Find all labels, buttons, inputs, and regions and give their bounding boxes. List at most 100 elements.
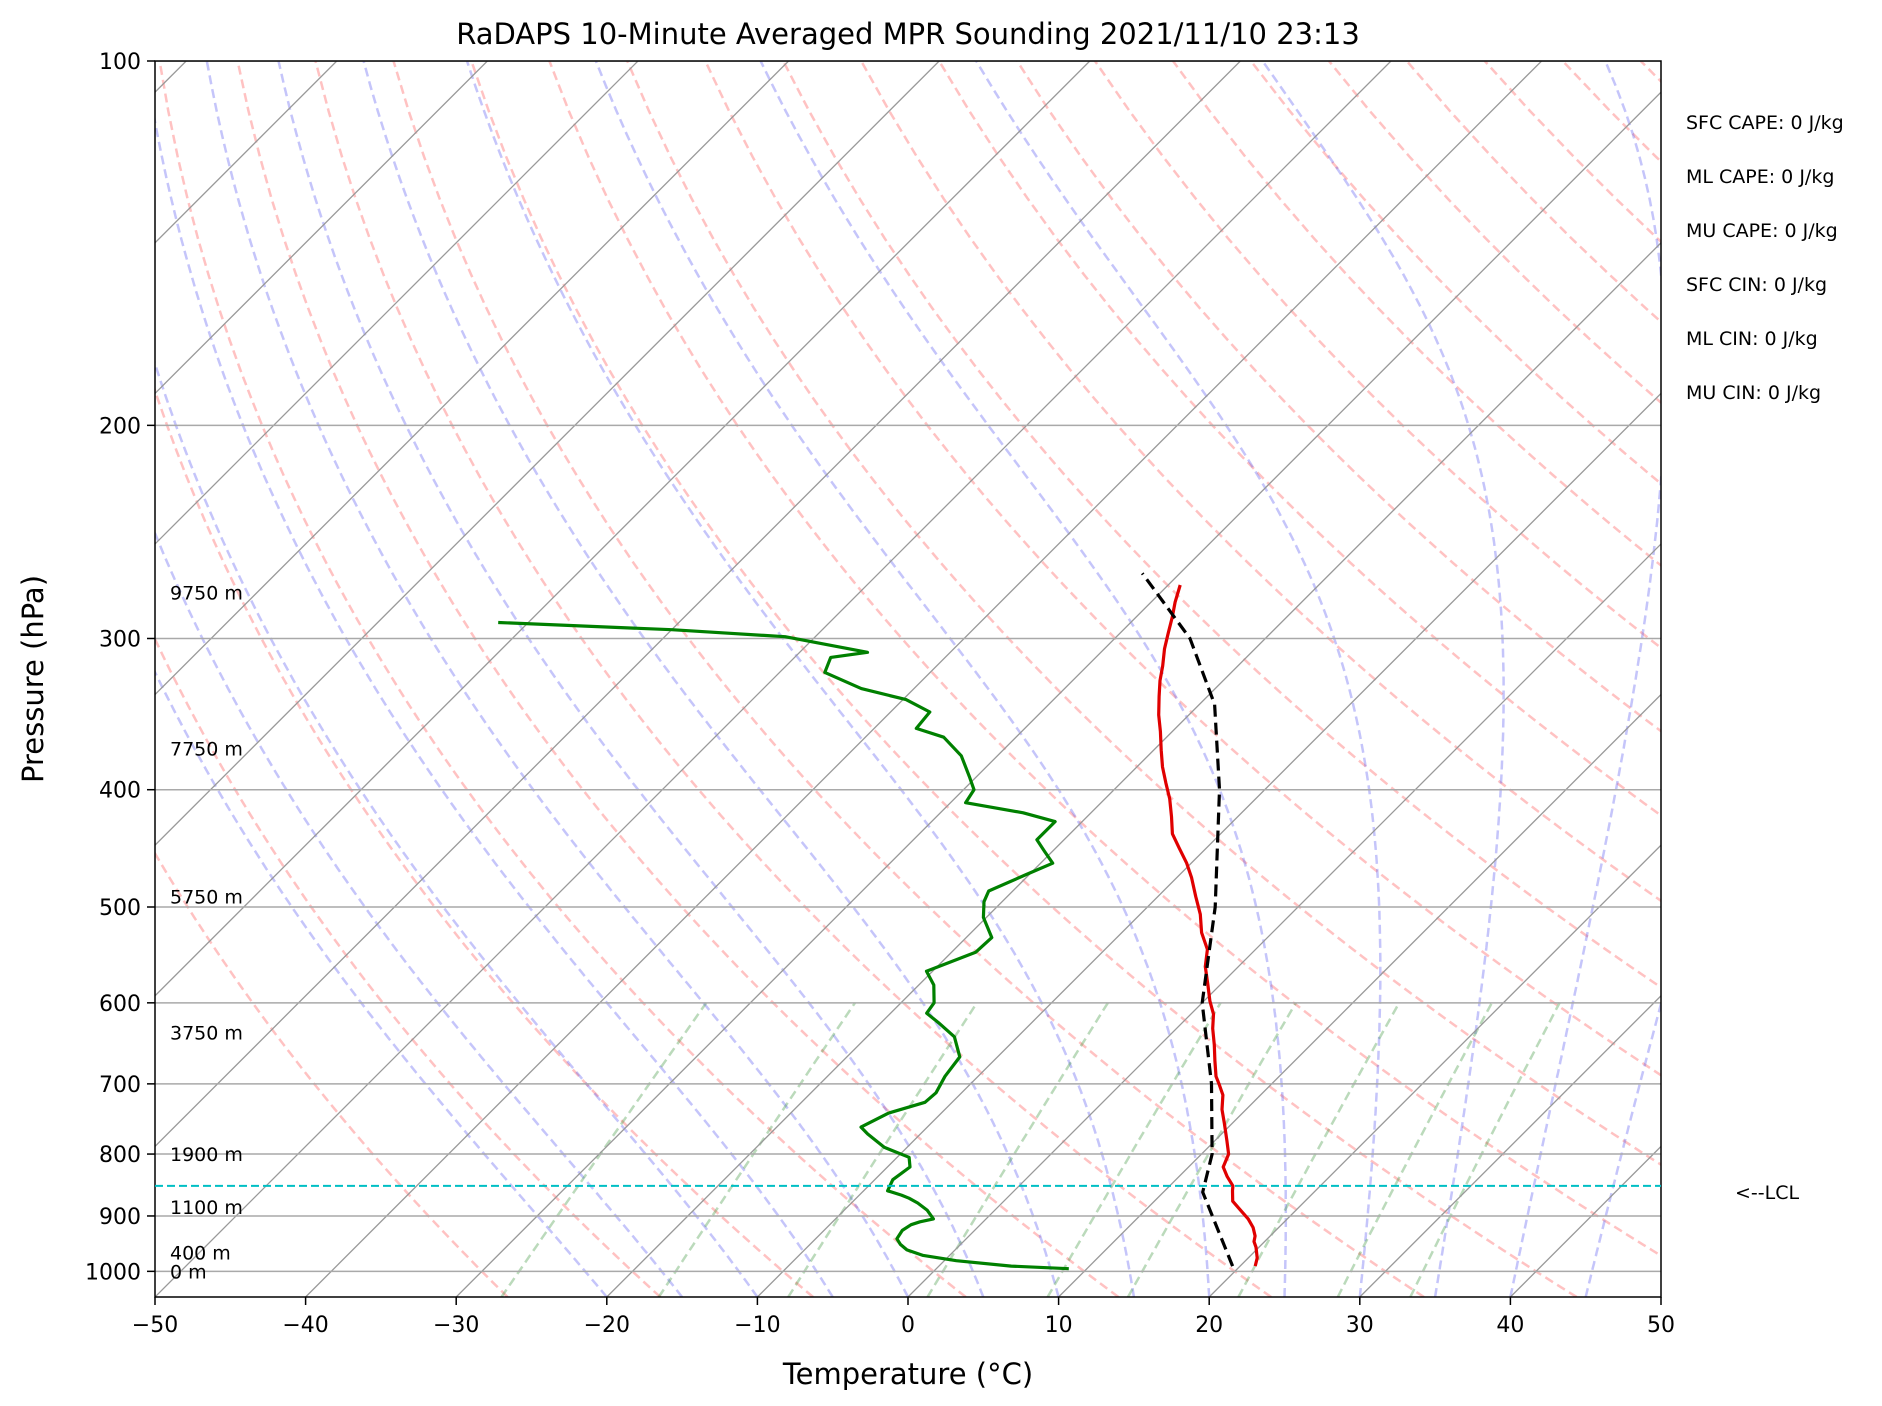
mixing-ratio-line: [1237, 1002, 1401, 1297]
dry-adiabat: [158, 61, 967, 1297]
series-layer: [498, 572, 1259, 1271]
x-tick-label: −50: [132, 1313, 178, 1338]
dry-adiabat: [1561, 61, 1661, 164]
moist-adiabat: [155, 529, 684, 1297]
y-tick-label: 400: [99, 779, 141, 804]
y-axis-label: Pressure (hPa): [16, 575, 50, 783]
dry-adiabat: [392, 61, 1425, 1297]
moist-adiabat: [759, 61, 1288, 1297]
isotherm: [305, 61, 1543, 1297]
parameter-label: ML CAPE: 0 J/kg: [1686, 166, 1834, 188]
dry-adiabat: [1639, 61, 1661, 84]
x-tick-label: −10: [734, 1313, 780, 1338]
moist-adiabat: [155, 669, 608, 1297]
sounding-temperature-line: [1157, 584, 1259, 1267]
sounding-dewpoint-line: [498, 620, 1069, 1271]
moist-adiabat: [1261, 61, 1505, 1297]
x-tick-label: 50: [1647, 1313, 1675, 1338]
dry-adiabat: [236, 61, 1120, 1297]
isotherm: [1208, 844, 1661, 1297]
parameter-label: MU CIN: 0 J/kg: [1686, 382, 1821, 404]
parameter-label: MU CAPE: 0 J/kg: [1686, 220, 1838, 242]
y-tick-label: 600: [99, 992, 141, 1017]
x-tick-label: −40: [282, 1313, 328, 1338]
x-tick-label: −20: [584, 1313, 630, 1338]
moist-adiabat: [1509, 61, 1661, 1297]
chart-title: RaDAPS 10-Minute Averaged MPR Sounding 2…: [456, 17, 1360, 51]
plot-frame: [154, 60, 1662, 1298]
parameter-label: ML CIN: 0 J/kg: [1686, 328, 1818, 350]
x-tick-label: 40: [1496, 1313, 1524, 1338]
isotherm: [1812, 61, 1882, 1297]
x-tick-label: 10: [1045, 1313, 1073, 1338]
height-label: 7750 m: [170, 739, 243, 761]
isotherm: [155, 61, 639, 545]
dry-adiabat: [1093, 61, 1661, 650]
y-tick-label: 300: [99, 627, 141, 652]
height-label: 3750 m: [170, 1023, 243, 1045]
moist-adiabat: [594, 61, 1211, 1297]
isotherm: [1058, 693, 1661, 1297]
dry-adiabat: [1405, 61, 1661, 324]
isotherm: [1359, 994, 1661, 1297]
height-label: 5750 m: [170, 886, 243, 908]
moist-adiabat: [155, 359, 759, 1297]
dry-adiabat: [155, 636, 662, 1297]
y-tick-label: 1000: [85, 1260, 141, 1285]
mixing-ratio-line: [1126, 1002, 1297, 1297]
moist-adiabat: [1584, 999, 1661, 1297]
y-tick-label: 700: [99, 1073, 141, 1098]
x-tick-label: 20: [1195, 1313, 1223, 1338]
y-tick-label: 500: [99, 896, 141, 921]
height-label: 0 m: [170, 1261, 207, 1283]
dry-adiabat: [1327, 61, 1661, 405]
height-label: 1100 m: [170, 1197, 243, 1219]
isotherm: [155, 61, 790, 696]
grid-layer: [155, 61, 1882, 1297]
isotherm: [606, 241, 1661, 1297]
isotherm: [155, 61, 1091, 997]
dry-adiabat: [548, 61, 1661, 1258]
isotherm: [155, 61, 1392, 1297]
isotherm: [907, 543, 1661, 1297]
dry-adiabat: [782, 61, 1661, 989]
y-tick-label: 100: [99, 50, 141, 75]
isotherm: [455, 91, 1661, 1297]
dry-adiabat: [938, 61, 1661, 818]
mixing-ratio-line: [1046, 1002, 1222, 1297]
height-label: 1900 m: [170, 1144, 243, 1166]
dry-adiabat: [314, 61, 1272, 1297]
x-axis-label: Temperature (°C): [782, 1357, 1033, 1391]
isotherm: [1509, 1145, 1661, 1297]
y-tick-label: 200: [99, 414, 141, 439]
dry-adiabat: [1016, 61, 1661, 733]
isotherm: [155, 61, 940, 847]
dry-adiabat: [860, 61, 1661, 903]
dry-adiabat: [1719, 61, 1882, 1297]
parameter-label: SFC CAPE: 0 J/kg: [1686, 112, 1844, 134]
dry-adiabat: [626, 61, 1661, 1167]
dry-adiabat: [704, 61, 1661, 1077]
isotherm: [155, 61, 488, 395]
height-labels: 9750 m 7750 m 5750 m 3750 m 1900 m 1100 m 400 …: [170, 583, 243, 1284]
height-label: 9750 m: [170, 583, 243, 605]
x-axis: −50 −40 −30 −20 −10 0 10 20 30 40 50: [132, 1297, 1675, 1338]
y-axis: 100 200 300 400 500 600 700 800 900 1000: [85, 50, 155, 1285]
isotherm: [155, 61, 1241, 1148]
moist-adiabat: [975, 61, 1382, 1297]
mixing-ratio-line: [926, 1002, 1109, 1297]
x-tick-label: 0: [901, 1313, 915, 1338]
moist-adiabat: [362, 61, 1060, 1297]
parameter-labels: SFC CAPE: 0 J/kg ML CAPE: 0 J/kg MU CAPE: …: [1686, 112, 1844, 404]
isotherm: [756, 392, 1661, 1297]
y-tick-label: 900: [99, 1205, 141, 1230]
mixing-ratio-line: [500, 1002, 708, 1297]
y-tick-label: 800: [99, 1143, 141, 1168]
height-label: 400 m: [170, 1243, 231, 1265]
moist-adiabat: [155, 114, 834, 1297]
moist-adiabat: [205, 61, 910, 1297]
mixing-ratio-line: [657, 1002, 857, 1297]
mixing-ratio-line: [1336, 1002, 1493, 1297]
parameter-label: SFC CIN: 0 J/kg: [1686, 274, 1827, 296]
